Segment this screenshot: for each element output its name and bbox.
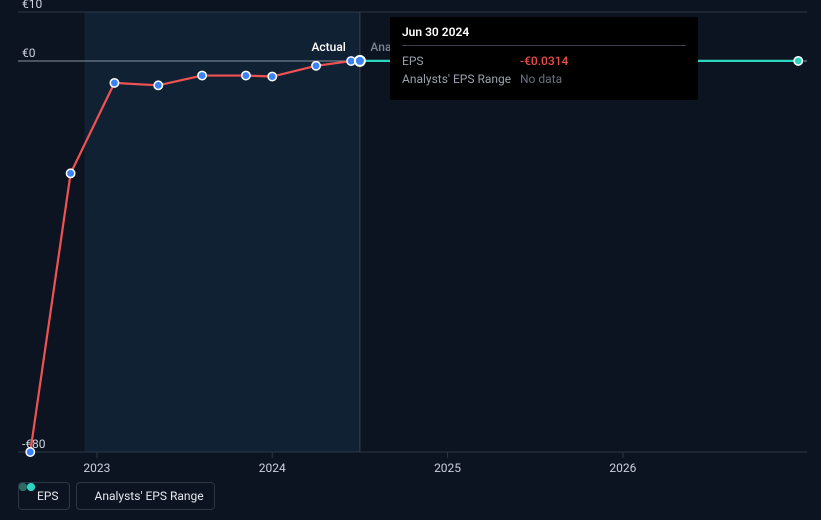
- tooltip-value: -€0.0314: [520, 52, 568, 70]
- forecast-point[interactable]: [794, 57, 802, 65]
- eps-point[interactable]: [242, 71, 250, 79]
- region-label-actual: Actual: [311, 40, 345, 54]
- tooltip-label: EPS: [402, 52, 520, 70]
- eps-point[interactable]: [268, 72, 276, 80]
- eps-forecast-chart: { "chart": { "type": "line", "width": 82…: [0, 0, 821, 520]
- legend-label: Analysts' EPS Range: [95, 489, 204, 503]
- y-tick-label: €0: [22, 46, 36, 60]
- eps-point[interactable]: [110, 79, 118, 87]
- legend-item[interactable]: Analysts' EPS Range: [76, 482, 215, 510]
- y-tick-label: €10: [22, 0, 42, 11]
- tooltip-label: Analysts' EPS Range: [402, 70, 520, 88]
- x-tick-label: 2023: [83, 461, 110, 475]
- legend-label: EPS: [37, 489, 59, 503]
- eps-point[interactable]: [154, 81, 162, 89]
- tooltip-row: Analysts' EPS RangeNo data: [402, 70, 686, 88]
- eps-point[interactable]: [312, 62, 320, 70]
- eps-point[interactable]: [66, 169, 74, 177]
- x-tick-label: 2025: [434, 461, 461, 475]
- tooltip-value: No data: [520, 70, 562, 88]
- x-tick-label: 2024: [259, 461, 286, 475]
- chart-tooltip: Jun 30 2024 EPS-€0.0314Analysts' EPS Ran…: [390, 17, 698, 100]
- x-tick-label: 2026: [609, 461, 636, 475]
- tooltip-row: EPS-€0.0314: [402, 52, 686, 70]
- tooltip-marker: [355, 56, 365, 66]
- eps-point[interactable]: [26, 448, 34, 456]
- chart-legend: EPS Analysts' EPS Range: [18, 482, 215, 510]
- tooltip-date: Jun 30 2024: [402, 25, 686, 46]
- eps-point[interactable]: [198, 71, 206, 79]
